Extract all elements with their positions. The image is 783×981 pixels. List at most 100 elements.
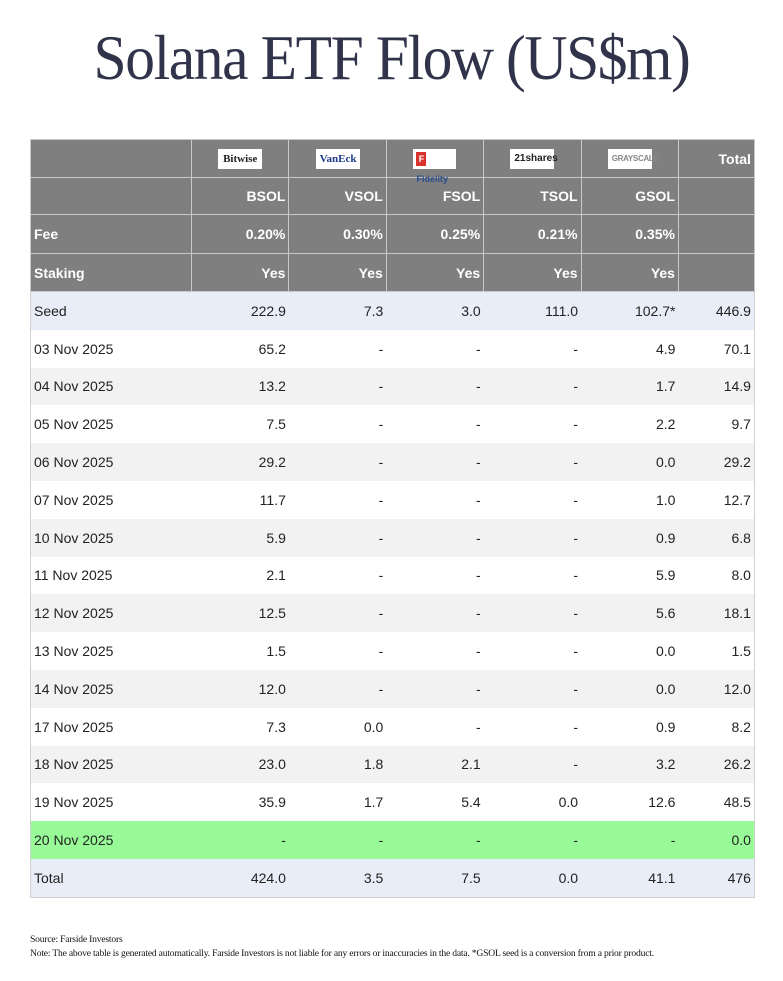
flow-cell-fsol: 5.4 (461, 794, 481, 811)
flow-cell-tsol: 0.0 (558, 794, 579, 811)
flow-cell-gsol: 0.0 (655, 643, 676, 660)
table-row: 04 Nov 2025 13.2 - - - 1.7 14.9 (30, 367, 755, 406)
staking-label: Staking (30, 253, 192, 292)
row-total: 1.5 (731, 643, 751, 660)
flow-cell-vsol: - (378, 416, 384, 433)
flow-cell-vsol: - (378, 643, 384, 660)
fidelity-logo-icon: F Fidelity (413, 148, 457, 184)
flow-cell-gsol: 12.6 (648, 794, 676, 811)
ticker-row: BSOL VSOL FSOL TSOL GSOL (30, 177, 755, 215)
flow-cell-fsol: - (476, 340, 481, 357)
flow-cell-fsol: - (476, 529, 481, 546)
flow-cell-gsol: 41.1 (648, 869, 676, 886)
staking-fsol: Yes (385, 253, 485, 292)
fee-tsol: 0.21% (483, 214, 582, 254)
flow-cell-gsol: 1.7 (655, 378, 676, 395)
flow-cell-gsol: 0.0 (655, 454, 676, 471)
row-total: 12.7 (723, 491, 751, 508)
flow-cell-fsol: - (476, 832, 481, 849)
table-row: 12 Nov 2025 12.5 - - - 5.6 18.1 (30, 594, 755, 633)
staking-row: Staking Yes Yes Yes Yes Yes (30, 253, 755, 292)
issuer-logo-row: Bitwise VanEck F Fidelity 21shares GRAYSC… (30, 139, 755, 184)
staking-vsol: Yes (288, 253, 387, 292)
issuer-cell-grayscale: GRAYSCALE (580, 139, 679, 178)
table-row: 10 Nov 2025 5.9 - - - 0.9 6.8 (30, 518, 755, 557)
row-total: 18.1 (723, 605, 751, 622)
row-total: 0.0 (731, 832, 751, 849)
flow-cell-fsol: - (476, 643, 481, 660)
flow-cell-vsol: - (378, 340, 384, 357)
flow-cell-tsol: - (573, 529, 579, 546)
row-label: 03 Nov 2025 (34, 340, 114, 357)
flow-cell-gsol: 4.9 (655, 340, 676, 357)
table-row: 20 Nov 2025 - - - - - 0.0 (30, 821, 755, 859)
flow-cell-tsol: 111.0 (545, 302, 579, 319)
table-row: 07 Nov 2025 11.7 - - - 1.0 12.7 (30, 480, 755, 519)
footnotes: Source: Farside Investors Note: The abov… (30, 933, 654, 961)
row-label: 10 Nov 2025 (34, 529, 114, 546)
fidelity-logo-text: Fidelity (416, 173, 448, 184)
seed-row: Seed 222.9 7.3 3.0 111.0 102.7* 446.9 (30, 291, 755, 330)
row-label: 06 Nov 2025 (34, 454, 114, 471)
flow-cell-bsol: 11.7 (259, 491, 286, 508)
table-row: 03 Nov 2025 65.2 - - - 4.9 70.1 (30, 329, 755, 368)
fee-vsol: 0.30% (288, 214, 387, 254)
fee-bsol: 0.20% (190, 214, 290, 254)
flow-cell-vsol: - (378, 605, 384, 622)
flow-cell-fsol: - (476, 605, 481, 622)
flow-cell-bsol: 12.5 (258, 605, 286, 622)
flow-cell-gsol: 3.2 (655, 756, 676, 773)
fidelity-mark-icon: F (416, 152, 427, 167)
21shares-logo-icon: 21shares (510, 148, 558, 169)
flow-cell-vsol: - (378, 832, 384, 849)
issuer-cell-vaneck: VanEck (288, 139, 387, 178)
row-total: 8.0 (731, 567, 751, 584)
flow-cell-vsol: 1.7 (363, 794, 384, 811)
row-total: 26.2 (723, 756, 751, 773)
flow-cell-tsol: - (573, 491, 579, 508)
flow-cell-fsol: 7.5 (461, 869, 481, 886)
flow-cell-tsol: - (573, 643, 579, 660)
flow-cell-fsol: - (476, 718, 481, 735)
flow-cell-fsol: - (476, 491, 481, 508)
flow-cell-bsol: 424.0 (250, 869, 286, 886)
row-label: 20 Nov 2025 (34, 832, 114, 849)
flow-cell-fsol: - (476, 378, 481, 395)
flow-cell-gsol: 5.9 (655, 567, 676, 584)
flow-cell-tsol: - (573, 454, 579, 471)
flow-cell-tsol: - (573, 378, 579, 395)
flow-cell-fsol: 3.0 (461, 302, 481, 319)
staking-total-blank (677, 253, 755, 292)
row-total: 48.5 (723, 794, 751, 811)
flow-cell-bsol: 1.5 (266, 643, 286, 660)
row-total: 70.1 (723, 340, 751, 357)
flow-cell-bsol: 7.3 (266, 718, 286, 735)
fee-gsol: 0.35% (580, 214, 679, 254)
flow-cell-vsol: 3.5 (363, 869, 384, 886)
staking-gsol: Yes (580, 253, 679, 292)
row-label: 13 Nov 2025 (34, 643, 114, 660)
table-row: 11 Nov 2025 2.1 - - - 5.9 8.0 (30, 556, 755, 595)
page-title: Solana ETF Flow (US$m) (93, 22, 691, 93)
flow-cell-vsol: - (378, 378, 384, 395)
flow-cell-gsol: 0.9 (655, 529, 676, 546)
flow-cell-gsol: 102.7* (634, 302, 676, 319)
flow-cell-bsol: 13.2 (258, 378, 286, 395)
issuer-cell-21shares: 21shares (483, 139, 582, 178)
row-total: 476 (727, 869, 751, 886)
flow-cell-tsol: - (573, 718, 579, 735)
table-row: 18 Nov 2025 23.0 1.8 2.1 - 3.2 26.2 (30, 745, 755, 784)
flow-cell-fsol: - (476, 416, 481, 433)
table-row: 05 Nov 2025 7.5 - - - 2.2 9.7 (30, 405, 755, 444)
flow-cell-fsol: - (476, 567, 481, 584)
staking-bsol: Yes (190, 253, 290, 292)
fee-label: Fee (30, 214, 192, 254)
flow-cell-tsol: 0.0 (558, 869, 579, 886)
ticker-fsol: FSOL (385, 177, 485, 215)
row-label: Total (34, 869, 64, 886)
flow-cell-bsol: 5.9 (266, 529, 286, 546)
flow-cell-tsol: - (573, 680, 579, 697)
flow-cell-bsol: 23.0 (258, 756, 286, 773)
total-column-header: Total (677, 139, 755, 178)
fee-fsol: 0.25% (385, 214, 485, 254)
